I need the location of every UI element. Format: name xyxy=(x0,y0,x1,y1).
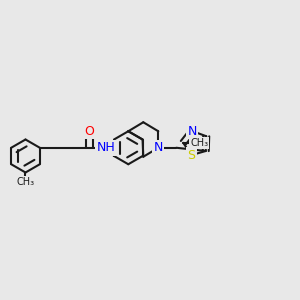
Text: S: S xyxy=(188,148,196,162)
Text: O: O xyxy=(84,125,94,138)
Text: CH₃: CH₃ xyxy=(190,138,208,148)
Text: CH₃: CH₃ xyxy=(16,177,34,187)
Text: NH: NH xyxy=(96,141,115,154)
Text: N: N xyxy=(154,141,163,154)
Text: N: N xyxy=(188,124,197,138)
